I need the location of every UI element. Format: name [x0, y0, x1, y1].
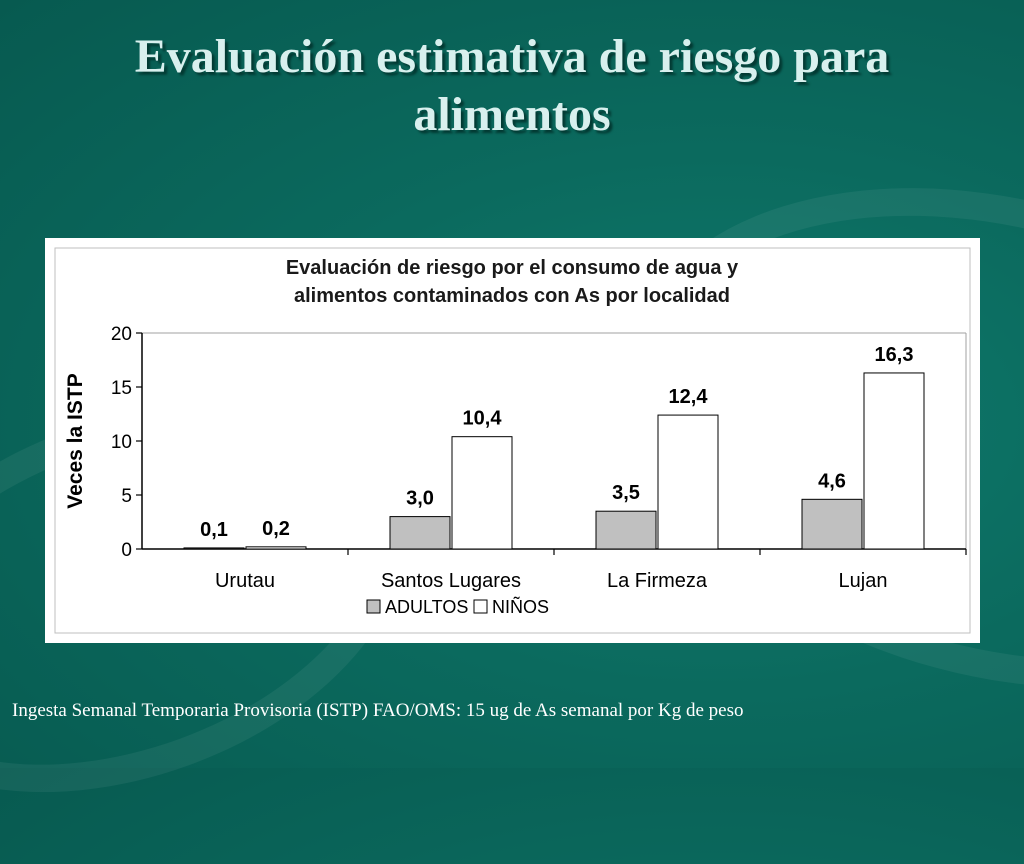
bar-niños — [245, 546, 307, 550]
slide-title: Evaluación estimativa de riesgo para ali… — [40, 28, 984, 144]
y-tick-label: 5 — [121, 486, 132, 507]
data-label-adultos: 4,6 — [818, 470, 846, 492]
data-label-niños: 10,4 — [463, 408, 503, 430]
legend-swatch-adultos — [366, 599, 381, 614]
bar-niños — [451, 436, 513, 550]
bar-niños — [863, 372, 925, 550]
data-label-adultos: 3,0 — [406, 488, 434, 510]
x-tick-label: La Firmeza — [607, 570, 708, 592]
chart-title-line-1: Evaluación de riesgo por el consumo de a… — [286, 257, 739, 279]
y-tick-label: 20 — [111, 324, 132, 345]
chart-frame — [54, 247, 971, 634]
slide-title-line-2: alimentos — [413, 88, 611, 141]
bar-adultos — [183, 547, 245, 550]
slide-title-line-1: Evaluación estimativa de riesgo para — [134, 30, 890, 83]
bar-adultos — [389, 516, 451, 550]
data-label-niños: 16,3 — [875, 344, 914, 366]
y-tick-label: 0 — [121, 540, 132, 561]
data-label-adultos: 3,5 — [612, 482, 640, 504]
y-tick-label: 15 — [111, 378, 132, 399]
x-tick-label: Lujan — [839, 570, 888, 592]
legend-label-niños: NIÑOS — [492, 596, 549, 617]
data-label-niños: 12,4 — [669, 386, 709, 408]
bar-adultos — [595, 510, 657, 550]
x-tick-label: Urutau — [215, 570, 275, 592]
y-axis-label: Veces la ISTP — [64, 373, 87, 508]
legend-swatch-niños — [473, 599, 488, 614]
bar-niños — [657, 414, 719, 550]
chart-panel: Evaluación de riesgo por el consumo de a… — [45, 238, 980, 643]
footnote: Ingesta Semanal Temporaria Provisoria (I… — [12, 700, 744, 721]
x-tick-label: Santos Lugares — [381, 570, 521, 592]
data-label-adultos: 0,1 — [200, 519, 228, 541]
risk-bar-chart: Evaluación de riesgo por el consumo de a… — [54, 247, 971, 634]
data-label-niños: 0,2 — [262, 518, 290, 540]
y-tick-label: 10 — [111, 432, 132, 453]
chart-title-line-2: alimentos contaminados con As por locali… — [294, 285, 730, 307]
bar-adultos — [801, 498, 863, 550]
legend-label-adultos: ADULTOS — [385, 597, 468, 617]
